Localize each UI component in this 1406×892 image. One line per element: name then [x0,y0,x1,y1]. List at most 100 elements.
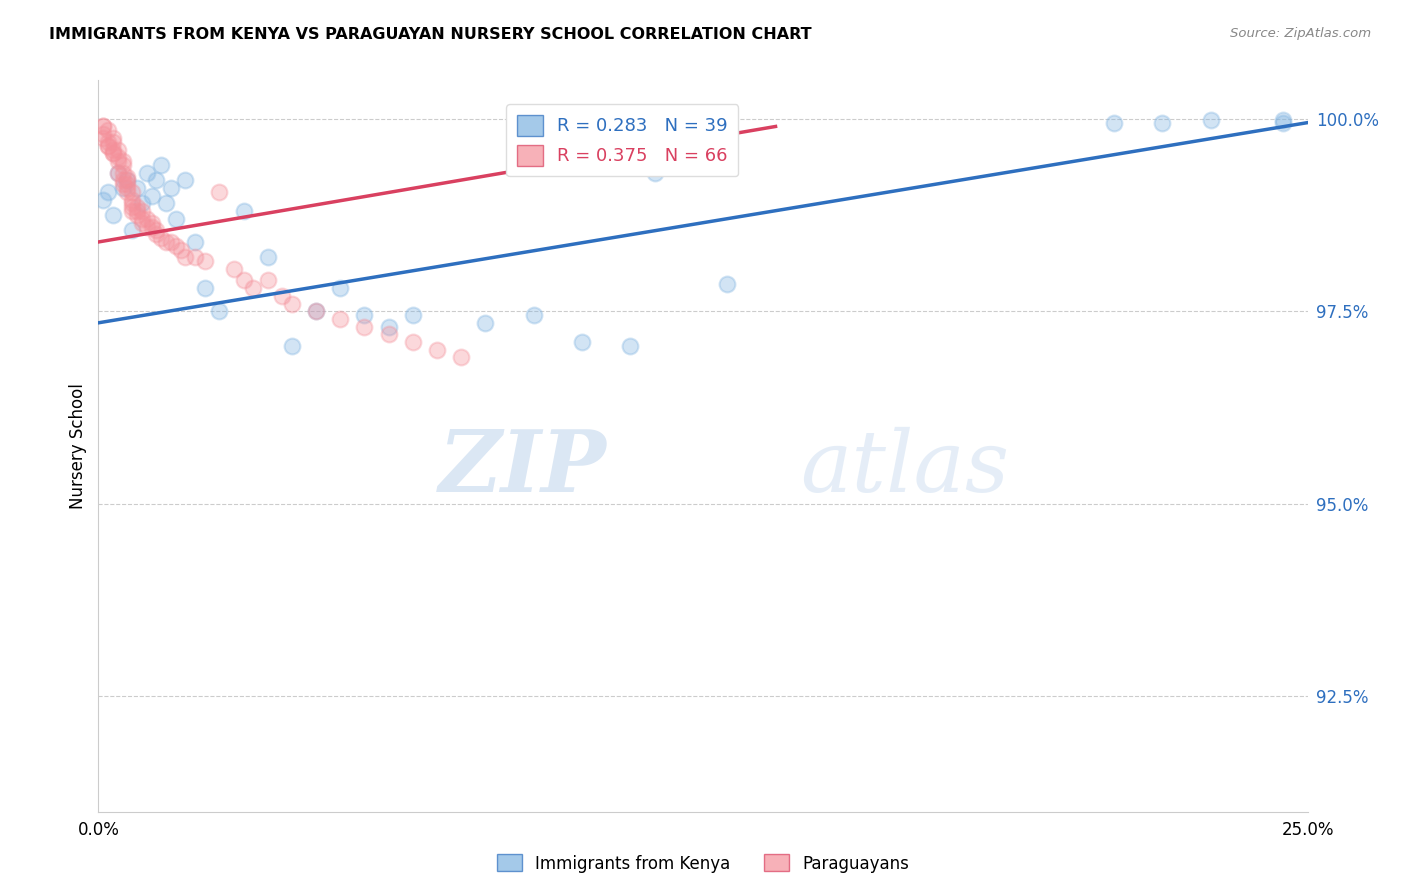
Text: IMMIGRANTS FROM KENYA VS PARAGUAYAN NURSERY SCHOOL CORRELATION CHART: IMMIGRANTS FROM KENYA VS PARAGUAYAN NURS… [49,27,811,42]
Point [194,254,217,268]
Point [91,193,114,207]
Point [135,211,157,226]
Point [571,334,593,349]
Point [91,120,114,134]
Point [160,235,183,249]
Point [281,339,304,353]
Point [169,243,191,257]
Point [305,304,328,318]
Point [1199,113,1222,128]
Point [232,273,254,287]
Point [474,316,496,330]
Text: Source: ZipAtlas.com: Source: ZipAtlas.com [1230,27,1371,40]
Point [117,173,139,187]
Point [184,251,207,265]
Point [111,173,134,187]
Point [208,185,231,199]
Point [117,173,139,187]
Point [111,178,134,192]
Point [281,296,304,310]
Point [111,166,134,180]
Legend: Immigrants from Kenya, Paraguayans: Immigrants from Kenya, Paraguayans [491,847,915,880]
Point [111,181,134,195]
Text: ZIP: ZIP [439,426,606,509]
Point [222,261,245,276]
Point [127,200,149,214]
Point [377,319,399,334]
Point [121,204,143,219]
Point [619,339,641,353]
Point [101,146,124,161]
Point [135,166,157,180]
Point [353,308,375,322]
Point [91,120,114,134]
Point [97,138,120,153]
Point [271,289,294,303]
Point [101,208,124,222]
Point [91,127,114,141]
Point [131,204,153,219]
Point [111,158,134,172]
Legend: R = 0.283   N = 39, R = 0.375   N = 66: R = 0.283 N = 39, R = 0.375 N = 66 [506,104,738,177]
Point [97,135,120,149]
Point [117,169,139,184]
Point [117,181,139,195]
Point [121,223,143,237]
Point [174,251,197,265]
Point [1152,115,1174,129]
Point [127,204,149,219]
Point [101,143,124,157]
Point [127,181,149,195]
Point [111,154,134,169]
Point [184,235,207,249]
Point [141,188,163,202]
Point [1102,115,1125,129]
Point [194,281,217,295]
Point [97,123,120,137]
Point [131,216,153,230]
Point [256,273,278,287]
Point [150,158,173,172]
Point [145,227,167,242]
Point [131,211,153,226]
Text: atlas: atlas [800,426,1010,509]
Point [716,277,738,292]
Point [402,334,425,349]
Point [155,196,177,211]
Point [450,351,472,365]
Point [208,304,231,318]
Y-axis label: Nursery School: Nursery School [69,383,87,509]
Point [121,196,143,211]
Point [121,193,143,207]
Point [523,308,546,322]
Point [256,251,278,265]
Point [107,166,129,180]
Point [107,143,129,157]
Point [305,304,328,318]
Point [426,343,449,357]
Point [1272,113,1295,128]
Point [107,166,129,180]
Point [150,231,173,245]
Point [97,138,120,153]
Point [107,150,129,164]
Point [117,185,139,199]
Point [107,154,129,169]
Point [232,204,254,219]
Point [1272,115,1295,129]
Point [402,308,425,322]
Point [377,327,399,342]
Point [174,173,197,187]
Point [353,319,375,334]
Point [644,166,666,180]
Point [141,216,163,230]
Point [121,200,143,214]
Point [131,196,153,211]
Point [117,178,139,192]
Point [155,235,177,249]
Point [135,219,157,234]
Point [242,281,264,295]
Point [141,219,163,234]
Point [101,135,124,149]
Point [101,146,124,161]
